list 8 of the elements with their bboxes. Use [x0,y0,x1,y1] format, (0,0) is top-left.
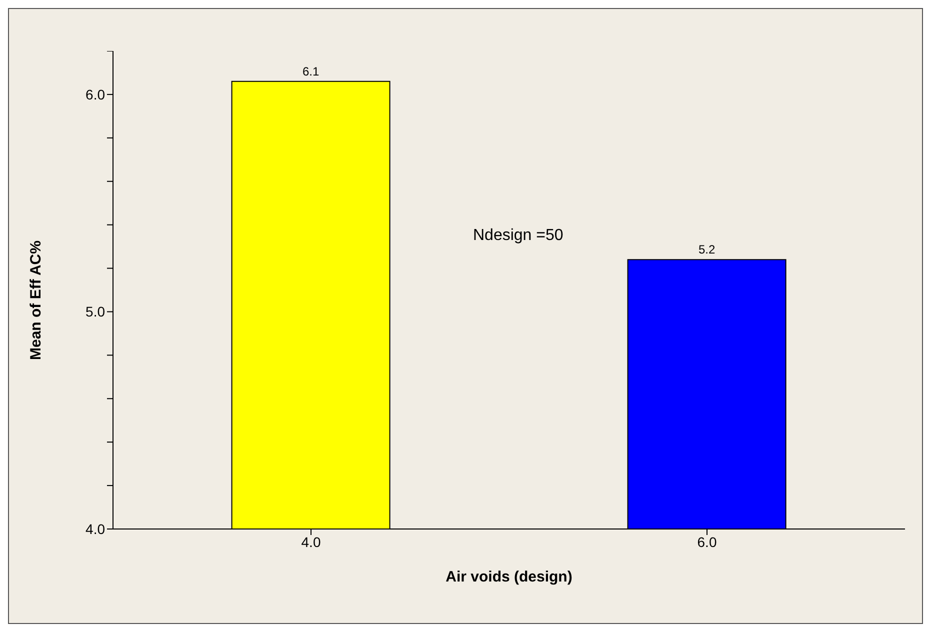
annotation: Ndesign =50 [473,227,564,245]
data-label: 6.1 [302,64,320,78]
y-tick-label: 5.0 [86,304,106,320]
x-axis-title: Air voids (design) [446,568,572,586]
y-axis-title: Mean of Eff AC% [27,240,44,360]
y-tick-label: 6.0 [86,86,106,102]
y-tick-label: 4.0 [86,520,106,537]
data-label: 5.2 [698,242,716,257]
